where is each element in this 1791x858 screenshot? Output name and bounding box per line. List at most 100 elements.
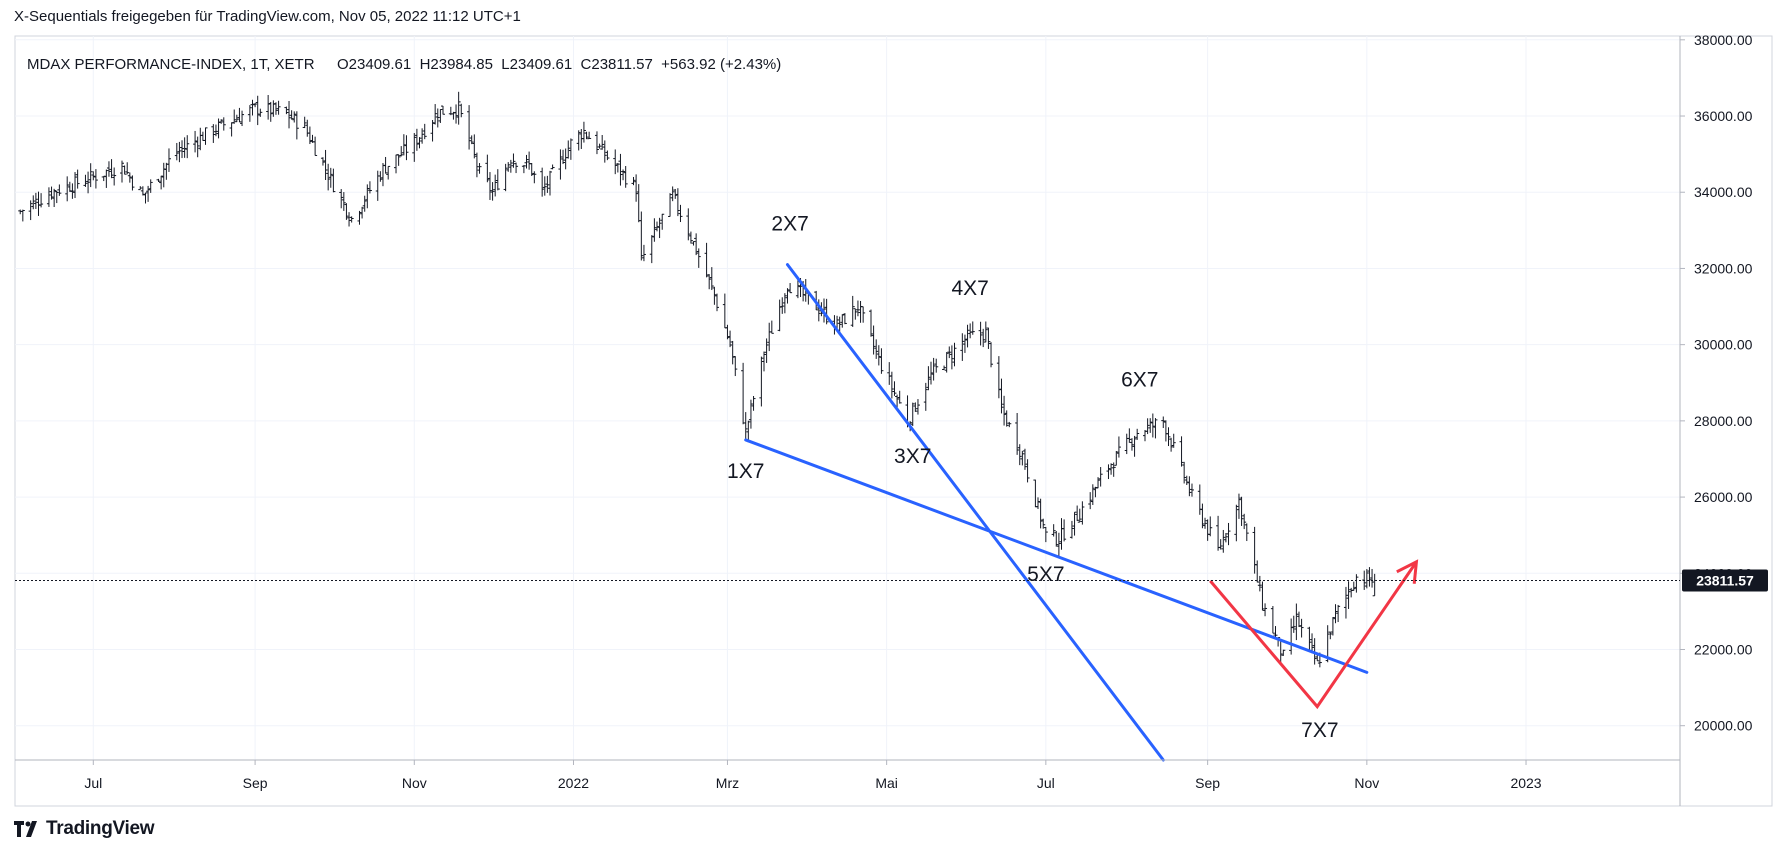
ohlc-bar (1281, 649, 1286, 656)
ohlc-bar (148, 179, 153, 193)
ohlc-bar (949, 345, 954, 370)
ohlc-bar (511, 153, 516, 168)
ohlc-bar (495, 169, 500, 191)
ohlc-bar (547, 170, 552, 196)
ohlc-bar (550, 164, 555, 170)
ohlc-bar (328, 167, 333, 188)
ohlc-bar (1200, 503, 1205, 529)
ohlc-bar (459, 103, 464, 118)
ohlc-bar (1179, 436, 1184, 467)
ohlc-bar (122, 165, 127, 175)
ohlc-bar (357, 210, 362, 225)
ohlc-bar (725, 324, 730, 340)
ohlc-bar (1043, 526, 1048, 543)
ohlc-bar (28, 200, 33, 221)
ohlc-bar (1127, 428, 1132, 443)
ohlc-bar (1270, 606, 1275, 634)
last-price-label: 23811.57 (1696, 572, 1754, 588)
ohlc-bar (1106, 464, 1111, 480)
ohlc-bar (983, 321, 988, 343)
ohlc-bar (1036, 497, 1041, 510)
ohlc-bar (931, 357, 936, 381)
ohlc-bar (769, 320, 774, 334)
ohlc-bar (1221, 529, 1226, 553)
ohlc-bar (1163, 420, 1168, 442)
price-tick-label: 30000.00 (1694, 337, 1753, 353)
ohlc-bar (652, 218, 657, 242)
ohlc-bar (1002, 395, 1007, 426)
ohlc-bar (1114, 451, 1119, 466)
ohlc-bar (360, 206, 365, 219)
ohlc-bar (558, 149, 563, 180)
ohlc-bar (923, 382, 928, 411)
ohlc-bar (1033, 479, 1038, 508)
trendline (785, 263, 1165, 762)
ohlc-bar (934, 358, 939, 373)
ohlc-bar (341, 192, 346, 211)
ohlc-bar (715, 293, 720, 312)
ohlc-bar (174, 142, 179, 161)
time-tick-label: Jul (84, 775, 102, 791)
time-tick-label: Mai (875, 775, 898, 791)
ohlc-bar (1333, 604, 1338, 624)
ohlc-bar (474, 152, 479, 178)
wave-label: 6X7 (1121, 369, 1158, 392)
ohlc-bar (623, 166, 628, 188)
ohlc-bar (636, 184, 641, 223)
ohlc-bar (1007, 421, 1012, 428)
ohlc-bar (182, 137, 187, 158)
ohlc-bar (1330, 617, 1335, 636)
ohlc-bar (31, 195, 36, 210)
ohlc-bar (1161, 416, 1166, 429)
ohlc-bar (320, 157, 325, 166)
ohlc-bar (889, 371, 894, 399)
ohlc-bar (88, 163, 93, 188)
drawing-tools[interactable] (744, 263, 1419, 762)
ohlc-bar (365, 184, 370, 209)
price-axis[interactable]: 20000.0022000.0024000.0026000.0028000.00… (1680, 32, 1753, 734)
ohlc-bar (161, 162, 166, 188)
ohlc-bar (965, 324, 970, 348)
trendline (744, 438, 1369, 674)
ohlc-bar (824, 298, 829, 325)
ohlc-bar (1257, 575, 1262, 592)
ohlc-bar (247, 105, 252, 122)
ohlc-bar (399, 146, 404, 157)
ohlc-bar (868, 309, 873, 337)
ohlc-bar (1278, 639, 1283, 663)
ohlc-bar (477, 163, 482, 174)
ohlc-bar (1182, 461, 1187, 484)
arrow-head (1396, 559, 1419, 584)
ohlc-bar (895, 394, 900, 409)
ohlc-bar (1153, 418, 1158, 439)
ohlc-bar (707, 274, 712, 290)
ohlc-bar (576, 130, 581, 151)
ohlc-bar-last (1372, 573, 1377, 597)
ohlc-bar (532, 171, 537, 184)
ohlc-bar (1328, 631, 1333, 640)
ohlc-bar (1203, 517, 1208, 529)
ohlc-bar (795, 278, 800, 299)
ohlc-bar (250, 99, 255, 116)
price-tick-label: 28000.00 (1694, 413, 1753, 429)
ohlc-bar (1015, 412, 1020, 455)
ohlc-bar (156, 178, 161, 182)
ohlc-bar (871, 325, 876, 355)
ohlc-bar (485, 154, 490, 183)
ohlc-bar (785, 288, 790, 304)
tradingview-logo[interactable]: TradingView (14, 818, 155, 840)
ohlc-bar (1041, 518, 1046, 529)
time-tick-label: Sep (243, 775, 268, 791)
ohlc-bar (1077, 508, 1082, 523)
ohlc-bar (861, 306, 866, 323)
ohlc-bar (696, 248, 701, 268)
ohlc-bar (1111, 462, 1116, 477)
ohlc-bar (960, 333, 965, 361)
ohlc-bar (1197, 484, 1202, 515)
time-axis[interactable]: Jul Sep Nov 2022 Mrz Mai Jul Sep Nov 2023 (84, 760, 1542, 791)
ohlc-bar (467, 105, 472, 150)
ohlc-bar (414, 128, 419, 151)
ohlc-bar (743, 412, 748, 439)
ohlc-bar (1169, 437, 1174, 452)
